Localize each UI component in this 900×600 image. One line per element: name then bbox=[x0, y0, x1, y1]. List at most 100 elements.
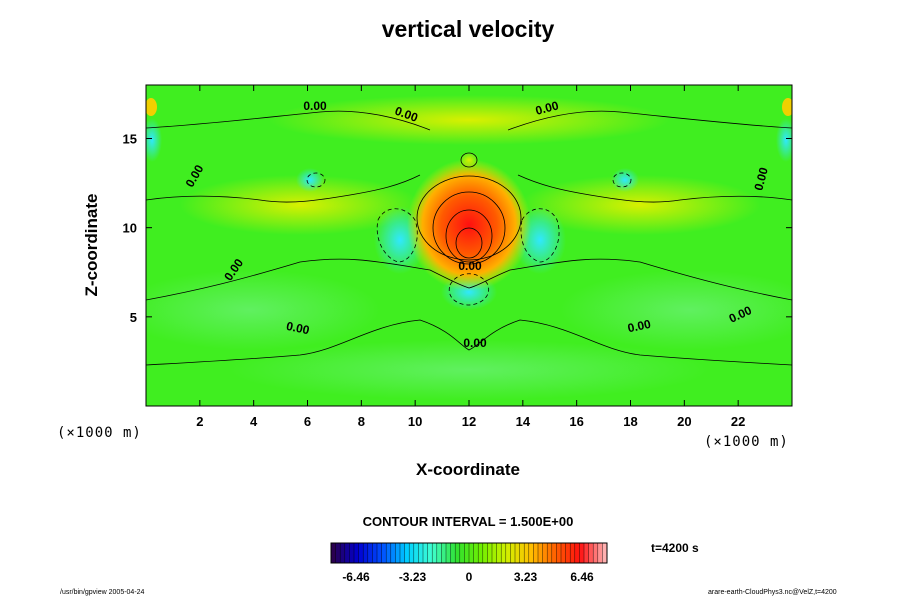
time-label: t=4200 s bbox=[651, 541, 699, 555]
colorbar-swatch bbox=[436, 543, 442, 563]
contour-line-negative bbox=[376, 208, 418, 263]
colorbar-swatch bbox=[588, 543, 594, 563]
contour-label: 0.00 bbox=[626, 317, 652, 336]
contour-line-zero bbox=[507, 110, 792, 131]
colorbar-swatch bbox=[487, 543, 493, 563]
colorbar-swatch bbox=[593, 543, 599, 563]
colorbar-swatch bbox=[446, 543, 452, 563]
colorbar-swatch bbox=[427, 543, 433, 563]
colorbar-swatch bbox=[367, 543, 373, 563]
contour-line-negative bbox=[448, 273, 490, 306]
downdraft-small bbox=[296, 168, 324, 192]
colorbar-swatch bbox=[574, 543, 580, 563]
colorbar-swatch bbox=[455, 543, 461, 563]
colorbar-swatch bbox=[335, 543, 341, 563]
y-axis: 5 10 15 bbox=[123, 132, 792, 325]
colorbar-swatch bbox=[418, 543, 424, 563]
contour-labels: 0.00 0.000.000.000.000.000.000.000.000.00… bbox=[183, 98, 771, 350]
field-light-patch bbox=[229, 340, 709, 400]
colorbar-swatch bbox=[505, 543, 511, 563]
colorbar: -6.46 -3.23 0 3.23 6.46 bbox=[330, 542, 608, 584]
contour-line-positive bbox=[416, 175, 522, 261]
colorbar-swatch bbox=[565, 543, 571, 563]
chart-title: vertical velocity bbox=[381, 16, 555, 42]
colorbar-swatch bbox=[344, 543, 350, 563]
x-tick-label: 12 bbox=[462, 414, 476, 429]
colorbar-swatch bbox=[538, 543, 544, 563]
colorbar-swatch bbox=[358, 543, 364, 563]
colorbar-frame bbox=[330, 542, 608, 564]
colorbar-swatch bbox=[473, 543, 479, 563]
contour-line-zero bbox=[146, 110, 431, 131]
contour-lines bbox=[146, 110, 792, 366]
colorbar-swatch bbox=[515, 543, 521, 563]
field-yellow-patch bbox=[180, 175, 420, 235]
y-tick-label: 15 bbox=[123, 132, 137, 147]
x-tick-label: 8 bbox=[358, 414, 365, 429]
colorbar-swatch bbox=[386, 543, 392, 563]
contour-line-negative bbox=[306, 172, 326, 188]
colorbar-swatch bbox=[528, 543, 534, 563]
footer-source: arare-earth-CloudPhys3.nc@VelZ,t=4200 bbox=[708, 589, 837, 596]
colorbar-swatch bbox=[459, 543, 465, 563]
colorbar-swatch bbox=[381, 543, 387, 563]
y-axis-label: Z-coordinate bbox=[82, 193, 101, 297]
colorbar-swatch bbox=[547, 543, 553, 563]
x-tick-label: 20 bbox=[677, 414, 691, 429]
colorbar-swatch bbox=[349, 543, 355, 563]
colorbar-swatch bbox=[404, 543, 410, 563]
footer-command: /usr/bin/gpview 2005-04-24 bbox=[60, 589, 145, 596]
edge-updraft-right bbox=[782, 98, 792, 116]
colorbar-swatch bbox=[395, 543, 401, 563]
contour-line-positive bbox=[455, 227, 483, 259]
field-yellow-patch bbox=[520, 175, 760, 235]
contour-line-positive bbox=[445, 209, 493, 263]
colorbar-swatch bbox=[579, 543, 585, 563]
colorbar-swatch bbox=[423, 543, 429, 563]
x-tick-label: 18 bbox=[623, 414, 637, 429]
colorbar-swatch bbox=[584, 543, 590, 563]
contour-line-zero bbox=[146, 319, 792, 366]
contour-line-zero bbox=[146, 174, 421, 203]
contour-label: 0.00 bbox=[303, 99, 327, 113]
colorbar-tick-label: -3.23 bbox=[399, 570, 427, 584]
contour-label: 0.00 bbox=[285, 319, 311, 338]
colorbar-tick-label: 6.46 bbox=[570, 570, 594, 584]
colorbar-swatch bbox=[478, 543, 484, 563]
colorbar-swatch bbox=[501, 543, 507, 563]
downdraft-edge-right bbox=[776, 118, 792, 162]
x-tick-label: 4 bbox=[250, 414, 258, 429]
colorbar-swatch bbox=[354, 543, 360, 563]
colorbar-swatch bbox=[464, 543, 470, 563]
colorbar-swatch bbox=[597, 543, 603, 563]
colorbar-swatch bbox=[390, 543, 396, 563]
colorbar-swatch bbox=[570, 543, 576, 563]
colorbar-swatch bbox=[363, 543, 369, 563]
colorbar-swatch bbox=[524, 543, 530, 563]
contour-lines-negative bbox=[306, 172, 632, 306]
colorbar-swatch bbox=[519, 543, 525, 563]
downdraft-edge-left bbox=[146, 118, 162, 162]
contour-label: 0.00 bbox=[463, 336, 487, 350]
colorbar-swatch bbox=[441, 543, 447, 563]
x-axis: 2 4 6 8 10 12 14 16 18 20 22 bbox=[196, 85, 745, 429]
colorbar-swatch bbox=[400, 543, 406, 563]
colorbar-swatch bbox=[492, 543, 498, 563]
contour-label: 0.00 bbox=[458, 259, 482, 273]
contour-line-negative bbox=[612, 172, 632, 188]
contour-interval-text: CONTOUR INTERVAL = 1.500E+00 bbox=[362, 514, 574, 529]
x-tick-label: 22 bbox=[731, 414, 745, 429]
colorbar-swatch bbox=[510, 543, 516, 563]
colorbar-swatch bbox=[602, 543, 608, 563]
contour-label: 0.00 bbox=[751, 166, 771, 192]
plot-area bbox=[146, 85, 792, 406]
x-tick-label: 2 bbox=[196, 414, 203, 429]
edge-updraft-left bbox=[146, 98, 157, 116]
field-yellow-patch bbox=[269, 95, 669, 145]
colorbar-swatch bbox=[377, 543, 383, 563]
x-tick-label: 16 bbox=[569, 414, 583, 429]
contour-line-zero bbox=[517, 174, 792, 203]
colorbar-swatch bbox=[561, 543, 567, 563]
updraft-core bbox=[407, 159, 531, 291]
colorbar-tick-label: -6.46 bbox=[342, 570, 370, 584]
